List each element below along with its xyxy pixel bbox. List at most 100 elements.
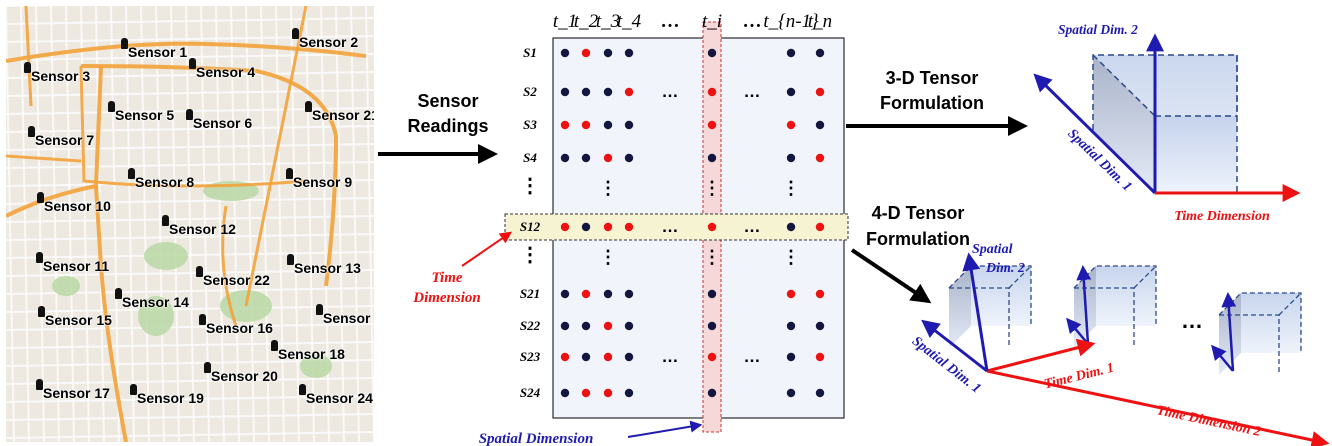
- time-header: t_2: [574, 11, 599, 32]
- sensor-label: Sensor 20: [211, 368, 278, 384]
- reading-dot: [581, 48, 591, 58]
- sensor-row-label: S23: [520, 349, 541, 364]
- tensor-4d: 4-D Tensor Formulation … Spatial Dim. 2 …: [850, 203, 1330, 446]
- sensor-label: Sensor 14: [122, 294, 189, 310]
- sensor-marker-icon: [121, 38, 128, 49]
- reading-dot: [815, 289, 825, 299]
- tensor4d-label-2: Formulation: [866, 229, 970, 249]
- matrix-ellipsis: ⋮: [599, 178, 617, 198]
- sensor-readings-label-1: Sensor: [417, 91, 478, 111]
- reading-dot: [560, 120, 570, 130]
- sensor-marker-icon: [28, 126, 35, 137]
- sensor-row-label: S22: [520, 318, 541, 333]
- matrix-ellipsis: …: [662, 347, 679, 366]
- reading-dot: [786, 289, 796, 299]
- reading-dot: [815, 153, 825, 163]
- reading-dot: [786, 120, 796, 130]
- reading-dot: [815, 352, 825, 362]
- reading-dot: [581, 153, 591, 163]
- sensor-readings-label-2: Readings: [407, 116, 488, 136]
- reading-dot: [560, 153, 570, 163]
- tensor3d-axis-spatial1: [1033, 73, 1157, 195]
- map-roads: [6, 6, 374, 442]
- sensor-marker-icon: [316, 304, 323, 315]
- sensor-label: Sensor 12: [169, 221, 236, 237]
- sensor-marker-icon: [287, 254, 294, 265]
- time-header: t_{n-1}: [763, 11, 819, 32]
- tensor4d-arrow: [850, 248, 932, 304]
- tensor4d-axis-spatial2: [962, 252, 989, 372]
- reading-dot: [603, 87, 613, 97]
- time-dimension-arrow: [461, 231, 512, 267]
- spatial-dimension-label: Spatial Dimension: [479, 431, 594, 446]
- sensor-row-label: ⋮: [520, 175, 540, 197]
- sensor-label: Sensor 16: [206, 320, 273, 336]
- matrix-ellipsis: …: [744, 82, 761, 101]
- sensor-marker-icon: [271, 340, 278, 351]
- sensor-label: Sensor 13: [294, 260, 361, 276]
- sensor-label: Sensor 11: [43, 258, 110, 274]
- sensor-label: Sensor 24: [306, 390, 373, 406]
- sensor-marker-icon: [115, 288, 122, 299]
- reading-dot: [624, 120, 634, 130]
- reading-dot: [624, 352, 634, 362]
- sensor-label: Sensor 15: [45, 312, 112, 328]
- reading-dot: [560, 321, 570, 331]
- reading-dot: [815, 48, 825, 58]
- reading-dot: [603, 388, 613, 398]
- sensor-marker-icon: [199, 314, 206, 325]
- time-dimension-label: Time: [431, 270, 462, 286]
- tensor4d-axis-time1: [986, 338, 1096, 373]
- matrix-ellipsis: …: [662, 217, 679, 236]
- reading-dot: [624, 222, 634, 232]
- reading-dot: [707, 289, 717, 299]
- sensor-label: Sensor 9: [293, 174, 353, 190]
- sensor-label: Sensor 21: [312, 107, 374, 123]
- reading-dot: [786, 87, 796, 97]
- tensor4d-axis-time2: [986, 369, 1330, 446]
- sensor-label: Sensor 19: [137, 390, 204, 406]
- sensor-label: Sensor 1: [128, 44, 188, 60]
- tensor3d-axis-time-label: Time Dimension: [1174, 209, 1270, 224]
- tensor4d-axis-time2-label: Time Dimension 2: [1155, 403, 1262, 440]
- sensor-marker-icon: [38, 306, 45, 317]
- time-header: t_1: [553, 11, 577, 32]
- reading-dot: [603, 352, 613, 362]
- reading-dot: [624, 321, 634, 331]
- matrix-ellipsis: …: [662, 82, 679, 101]
- tensor3d-label-1: 3-D Tensor: [886, 68, 979, 88]
- tensor4d-axis-spatial1-label: Spatial Dim. 1: [909, 334, 984, 397]
- city-map: Sensor 1 Sensor 2 Sensor 3 Sensor 4 Sensor 5…: [6, 6, 374, 442]
- sensor-label: Sensor 18: [278, 346, 345, 362]
- tensor4d-ellipsis: …: [1181, 308, 1203, 333]
- sensor-marker-icon: [186, 109, 193, 120]
- reading-dot: [560, 388, 570, 398]
- reading-dot: [707, 321, 717, 331]
- sensor-marker-icon: [305, 101, 312, 112]
- reading-dot: [707, 388, 717, 398]
- reading-dot: [624, 289, 634, 299]
- reading-dot: [603, 321, 613, 331]
- tensor4d-cube: [1211, 292, 1302, 375]
- sensor-label: Sensor 6: [193, 115, 253, 131]
- sensor-marker-icon: [204, 362, 211, 373]
- time-header: …: [743, 11, 762, 32]
- reading-dot: [815, 120, 825, 130]
- matrix-ellipsis: ⋮: [703, 178, 721, 198]
- reading-dot: [581, 222, 591, 232]
- reading-dot: [560, 222, 570, 232]
- reading-dot: [581, 321, 591, 331]
- reading-dot: [815, 87, 825, 97]
- time-dimension-label: Dimension: [412, 290, 481, 306]
- sensor-marker-icon: [130, 384, 137, 395]
- matrix-ellipsis: ⋮: [782, 247, 800, 267]
- sensor-marker-icon: [189, 58, 196, 69]
- tensor4d-cube: [948, 265, 1032, 348]
- reading-dot: [560, 48, 570, 58]
- tensor3d-cube: [1092, 54, 1238, 193]
- sensor-marker-icon: [37, 192, 44, 203]
- sensor-row-label: S21: [520, 286, 540, 301]
- time-header: t_i: [702, 11, 722, 32]
